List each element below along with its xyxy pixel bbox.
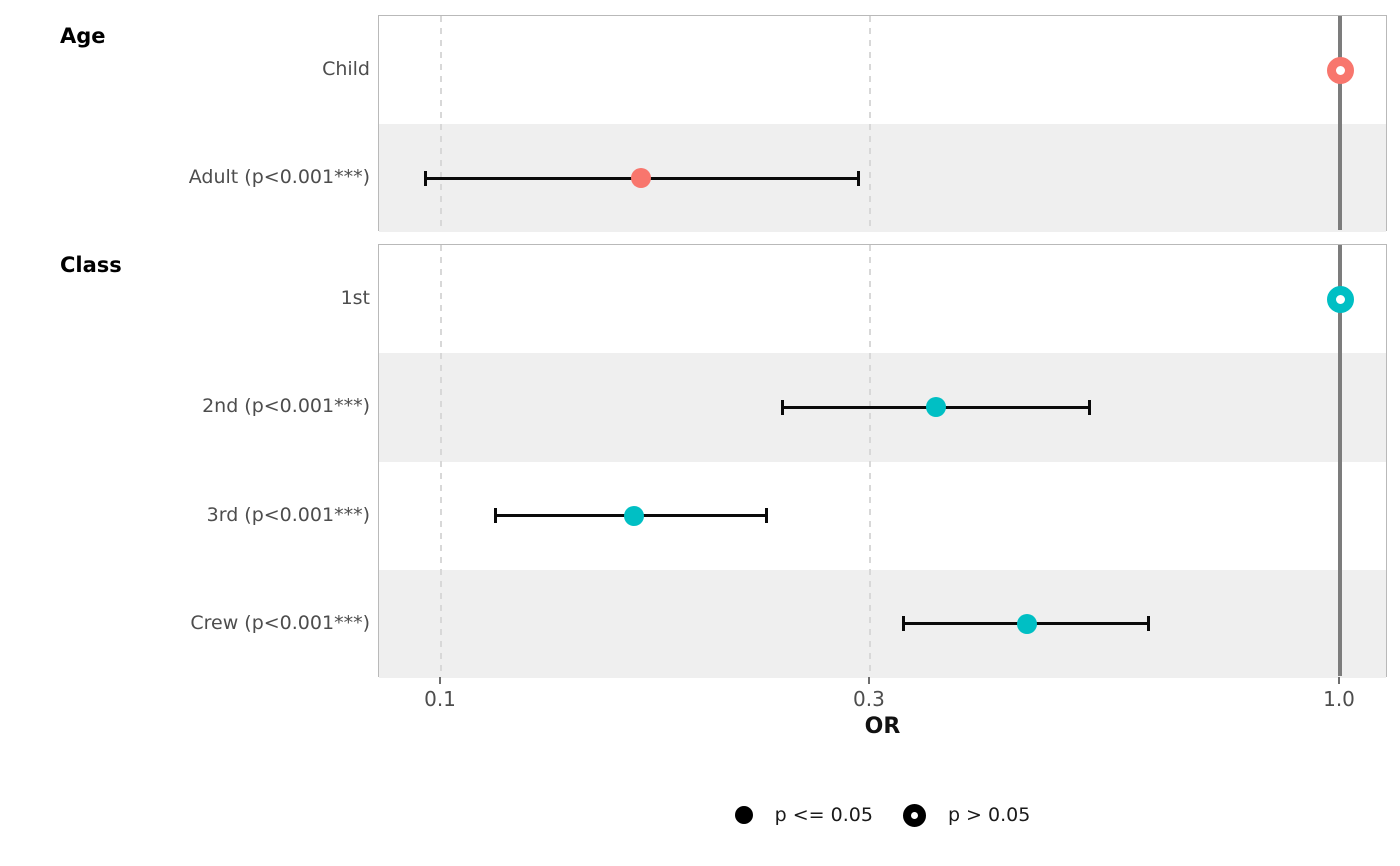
ci-cap [1147, 616, 1151, 632]
point-estimate [631, 168, 652, 188]
point-estimate [925, 397, 946, 418]
group-title-class: Class [60, 253, 122, 277]
gridline-0.1 [440, 245, 442, 676]
gridline-0.1 [440, 16, 442, 230]
point-open-child [1326, 56, 1354, 84]
gridline-0.3 [868, 16, 871, 230]
reference-line [1338, 245, 1342, 676]
row-band [379, 569, 1386, 678]
row-label: 3rd (p<0.001***) [206, 503, 370, 526]
gridline-0.3 [868, 245, 871, 676]
ci-cap [856, 170, 860, 186]
ci-cap [781, 399, 785, 415]
row-label: Child [322, 58, 370, 80]
legend-item: p > 0.05 [902, 803, 1031, 827]
reference-line [1338, 16, 1342, 230]
legend-label: p > 0.05 [947, 804, 1031, 826]
point-estimate [1017, 613, 1038, 634]
x-tick-mark [439, 677, 441, 684]
x-tick-mark [867, 677, 870, 684]
open-circle-icon [902, 803, 926, 827]
point-open-1st [1326, 285, 1354, 313]
row-label: Crew (p<0.001***) [190, 611, 370, 634]
panel-class [378, 244, 1387, 678]
x-axis-title: OR [864, 714, 901, 739]
ci-cap [494, 508, 498, 524]
x-tick-label: 1.0 [1323, 687, 1355, 711]
row-label: 1st [340, 287, 370, 310]
panel-age [378, 15, 1387, 232]
x-tick-label: 0.3 [853, 687, 885, 711]
row-label: 2nd (p<0.001***) [202, 395, 370, 418]
legend-item: p <= 0.05 [734, 804, 873, 826]
legend: p <= 0.05 p > 0.05 [378, 797, 1387, 833]
row-label: Adult (p<0.001***) [188, 166, 370, 188]
ci-cap [902, 616, 906, 632]
point-estimate [624, 505, 645, 526]
filled-circle-icon [734, 806, 753, 824]
ci-cap [1087, 399, 1091, 415]
group-title-age: Age [60, 24, 106, 48]
ci-cap [764, 508, 768, 524]
x-tick-label: 0.1 [424, 687, 456, 711]
ci-cap [423, 170, 427, 186]
legend-label: p <= 0.05 [774, 804, 873, 826]
x-tick-mark [1338, 677, 1340, 684]
